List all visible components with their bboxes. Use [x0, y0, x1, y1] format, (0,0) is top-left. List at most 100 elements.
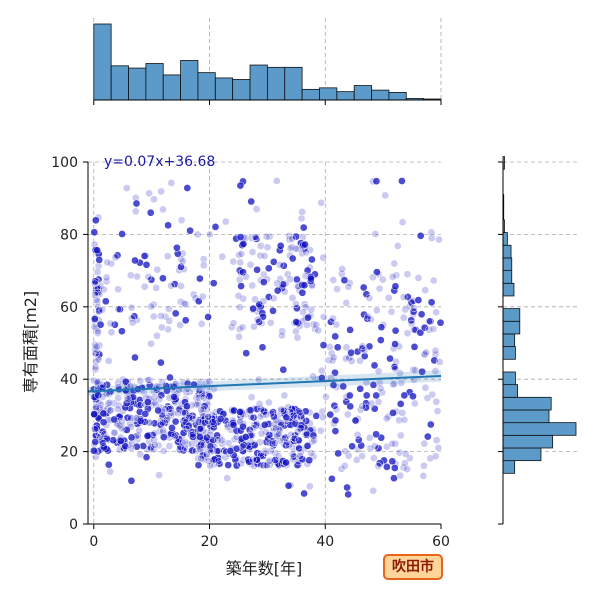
scatter-point	[331, 368, 339, 377]
scatter-point	[375, 284, 384, 293]
scatter-point	[294, 245, 302, 253]
scatter-point	[204, 313, 212, 321]
scatter-point	[431, 367, 440, 375]
scatter-point	[213, 447, 222, 456]
scatter-point	[354, 436, 363, 444]
scatter-point	[113, 405, 122, 413]
scatter-point	[302, 429, 311, 438]
scatter-point	[98, 392, 107, 401]
scatter-point	[158, 418, 167, 427]
scatter-point	[144, 376, 152, 384]
scatter-point	[90, 410, 99, 419]
scatter-point	[224, 461, 233, 469]
scatter-point	[135, 426, 143, 435]
y-tick-label: 40	[60, 372, 78, 388]
scatter-point	[319, 313, 328, 321]
scatter-point	[90, 228, 99, 237]
scatter-point	[167, 281, 175, 290]
scatter-point	[401, 305, 410, 314]
x-axis-title: 築年数[年]	[226, 559, 303, 578]
scatter-point	[253, 455, 261, 464]
scatter-point	[422, 348, 430, 357]
scatter-point	[433, 407, 442, 415]
scatter-point	[386, 354, 394, 363]
scatter-point	[282, 441, 290, 450]
scatter-point	[104, 460, 113, 469]
top-hist-bar	[232, 79, 251, 101]
scatter-point	[301, 303, 310, 312]
scatter-point	[165, 405, 173, 413]
scatter-point	[369, 273, 377, 282]
scatter-point	[116, 305, 124, 314]
scatter-point	[299, 223, 308, 232]
right-marginal-histogram	[498, 156, 580, 525]
scatter-point	[372, 391, 381, 400]
scatter-point	[374, 444, 383, 453]
scatter-point	[98, 306, 107, 314]
scatter-point	[242, 349, 251, 358]
top-hist-bar	[93, 23, 112, 101]
right-hist-bar	[502, 434, 554, 449]
scatter-point	[103, 258, 112, 267]
top-hist-bar	[145, 63, 164, 101]
scatter-point	[259, 297, 268, 306]
scatter-point	[102, 273, 111, 282]
scatter-point	[196, 424, 205, 433]
scatter-point	[181, 316, 190, 325]
scatter-point	[435, 358, 444, 366]
scatter-point	[239, 422, 247, 431]
scatter-point	[147, 339, 155, 348]
scatter-point	[257, 404, 266, 413]
scatter-point	[356, 384, 365, 393]
scatter-point	[356, 356, 364, 365]
scatter-point	[110, 428, 119, 437]
scatter-point	[174, 409, 183, 418]
scatter-point	[421, 383, 430, 392]
scatter-point	[164, 325, 172, 334]
scatter-point	[301, 240, 309, 249]
scatter-point	[267, 409, 276, 418]
scatter-point	[159, 205, 167, 214]
scatter-point	[341, 447, 350, 456]
scatter-point	[256, 242, 265, 250]
scatter-point	[396, 471, 405, 480]
scatter-point	[337, 465, 346, 473]
scatter-point	[252, 233, 260, 242]
scatter-point	[391, 340, 399, 348]
scatter-point	[304, 313, 312, 322]
scatter-point	[109, 399, 118, 408]
scatter-point	[288, 243, 296, 251]
scatter-point	[104, 357, 113, 365]
scatter-point	[100, 443, 108, 452]
scatter-point	[278, 331, 286, 340]
scatter-point	[121, 442, 130, 451]
scatter-point	[144, 272, 153, 281]
scatter-point	[127, 444, 136, 453]
scatter-point	[209, 279, 218, 288]
top-hist-bar	[388, 92, 407, 101]
scatter-point	[253, 315, 262, 324]
scatter-point	[273, 279, 281, 288]
scatter-point	[259, 278, 268, 286]
scatter-point	[91, 349, 100, 358]
scatter-point	[214, 436, 222, 445]
scatter-point	[143, 398, 152, 406]
scatter-point	[359, 283, 368, 292]
scatter-point	[90, 446, 98, 455]
scatter-point	[328, 474, 336, 483]
scatter-point	[262, 232, 271, 241]
scatter-point	[170, 393, 179, 401]
scatter-point	[115, 445, 124, 454]
scatter-point	[241, 433, 250, 441]
scatter-point	[165, 442, 174, 450]
scatter-point	[378, 388, 387, 397]
right-hist-bar	[502, 346, 516, 360]
scatter-point	[260, 252, 269, 260]
scatter-point	[236, 459, 245, 468]
scatter-point	[166, 373, 174, 382]
top-hist-bar	[301, 88, 320, 101]
scatter-point	[204, 457, 213, 466]
scatter-point	[292, 327, 300, 336]
scatter-point	[396, 400, 405, 408]
scatter-point	[418, 367, 426, 376]
